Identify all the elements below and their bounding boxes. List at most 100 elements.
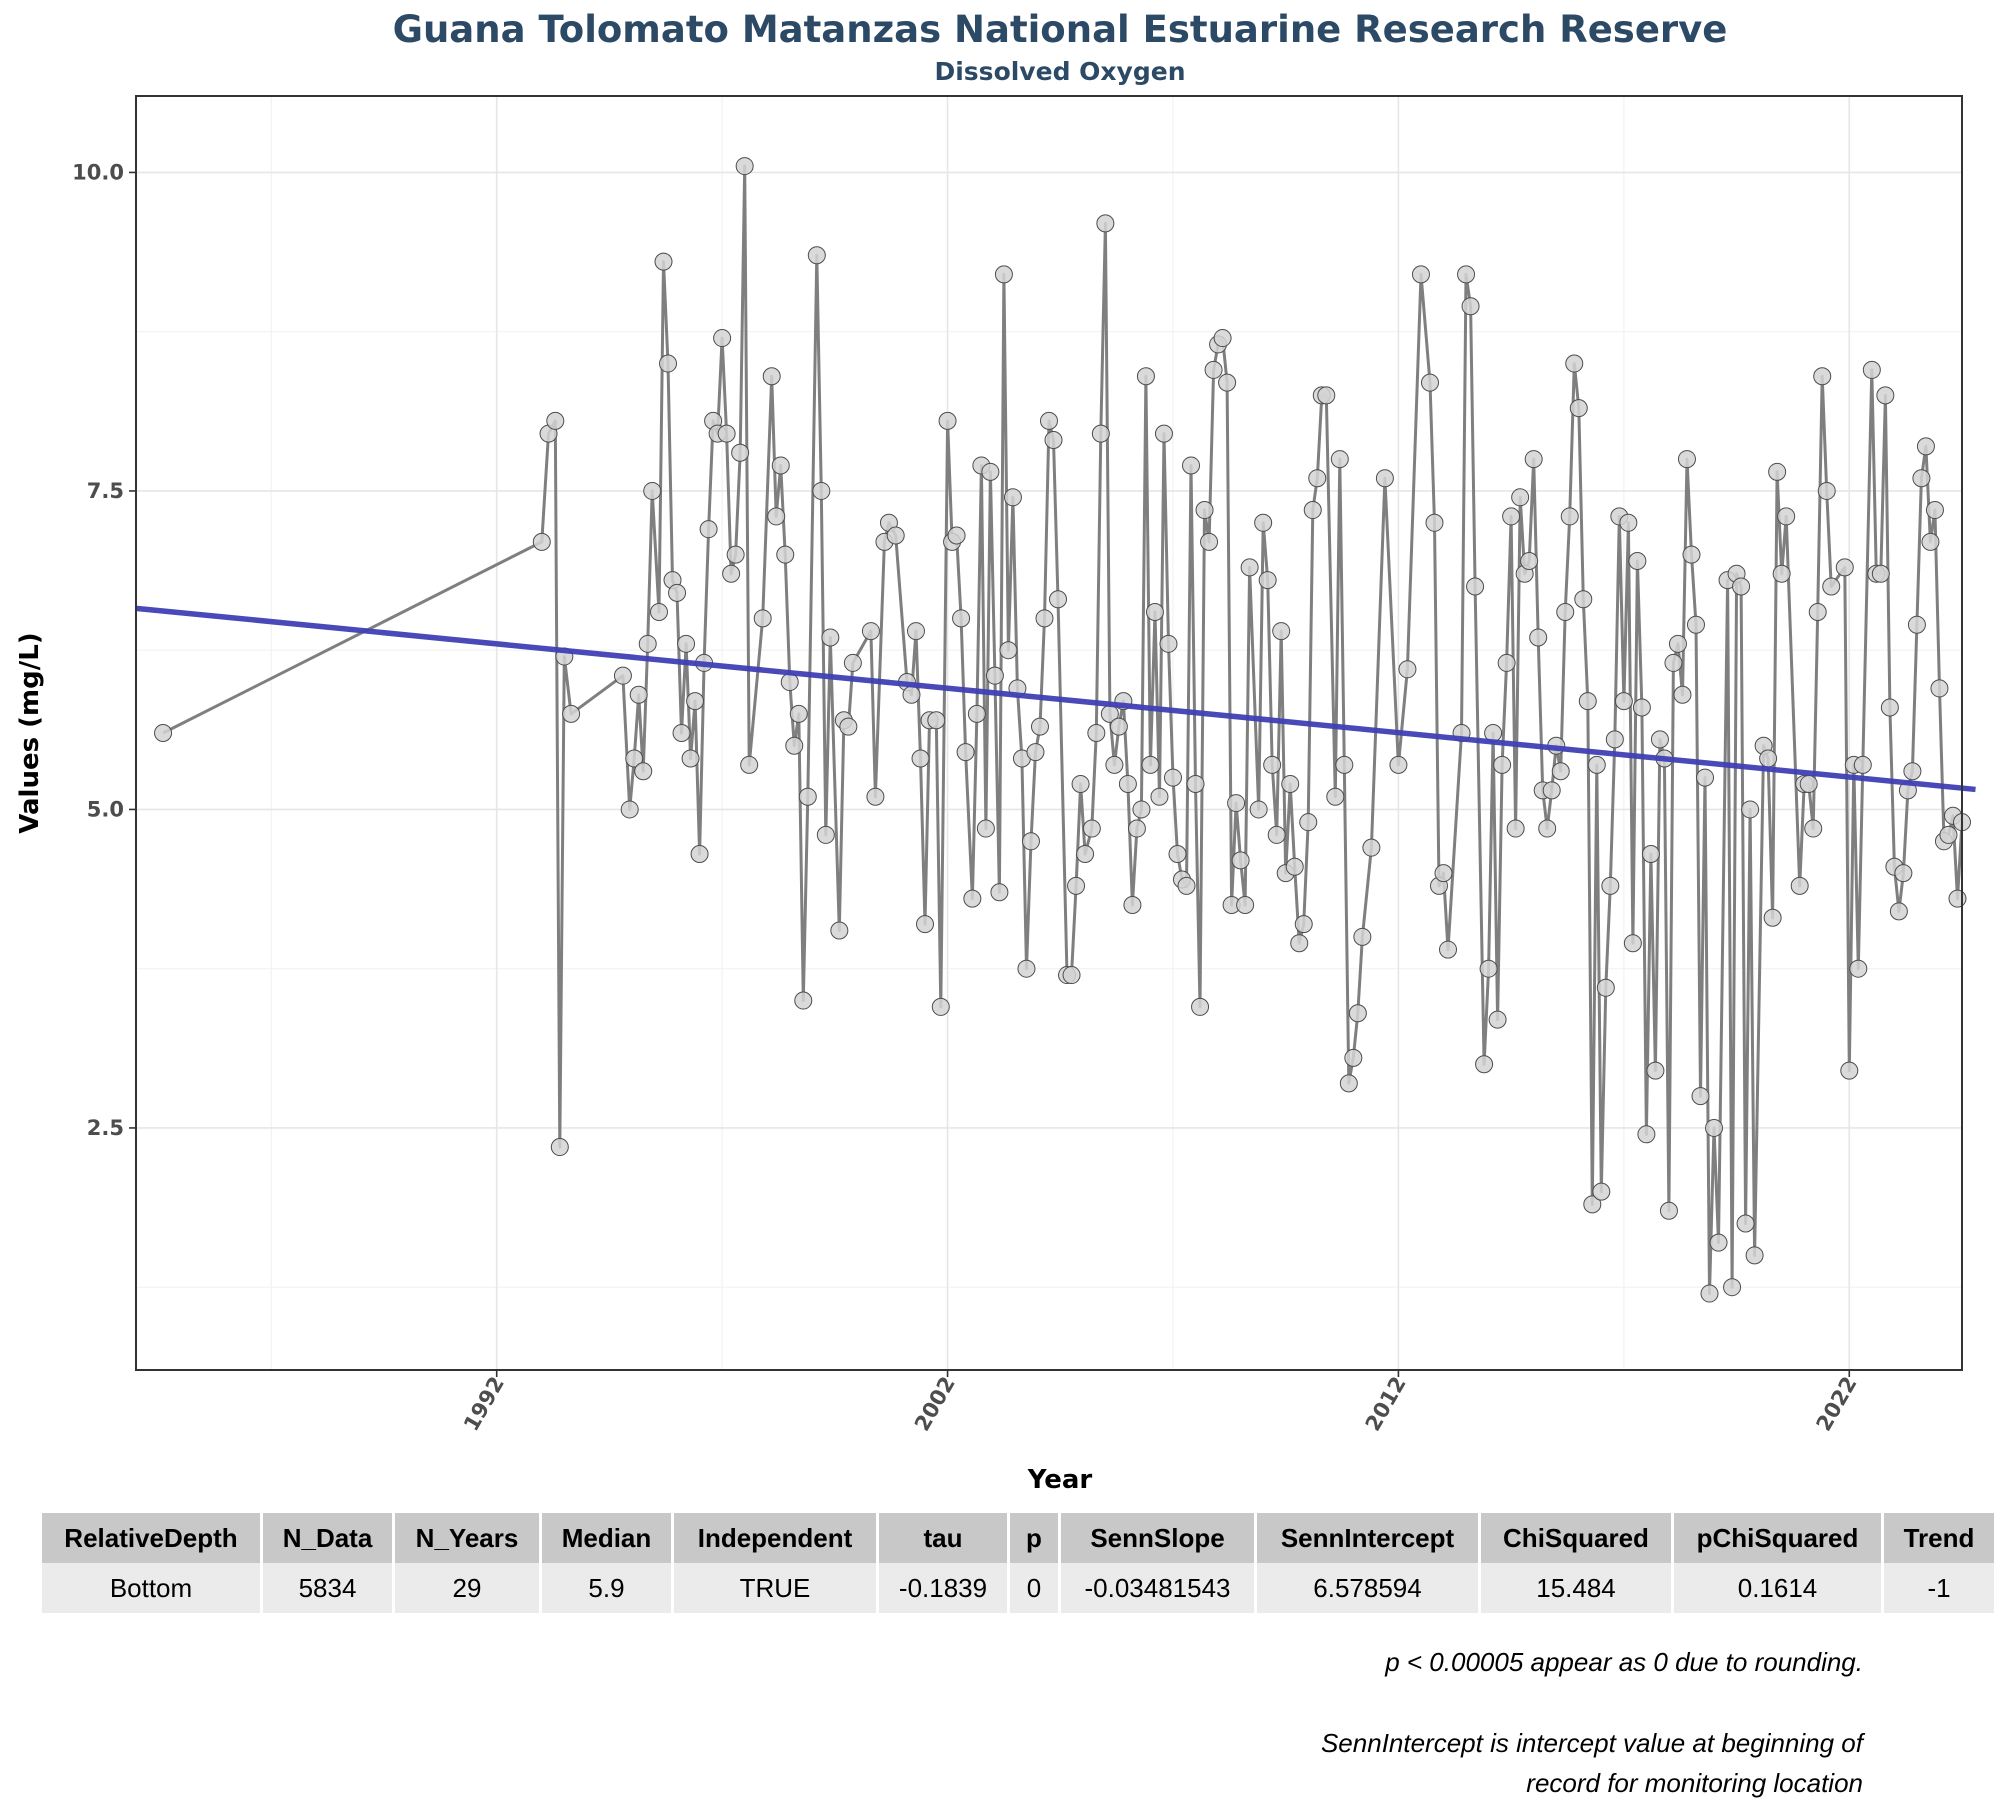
- data-point: [785, 736, 804, 755]
- data-point: [1141, 755, 1160, 774]
- data-point: [1641, 845, 1660, 864]
- data-point: [1668, 634, 1687, 653]
- data-point: [1308, 469, 1327, 488]
- data-point: [1659, 1201, 1678, 1220]
- data-point: [1587, 755, 1606, 774]
- table-header-cell: ChiSquared: [1479, 1513, 1674, 1563]
- data-point: [1632, 698, 1651, 717]
- data-point: [1592, 1182, 1611, 1201]
- data-point: [1290, 934, 1309, 953]
- data-point: [1105, 755, 1124, 774]
- data-point: [1565, 354, 1584, 373]
- data-point: [1817, 481, 1836, 500]
- data-point: [1003, 488, 1022, 507]
- data-point: [866, 787, 885, 806]
- table-cell: Bottom: [42, 1563, 263, 1613]
- data-point: [911, 749, 930, 768]
- data-point: [1569, 399, 1588, 418]
- data-point: [1556, 602, 1575, 621]
- trend-series: [135, 605, 1976, 793]
- data-point: [1574, 590, 1593, 609]
- data-point: [994, 265, 1013, 284]
- data-point: [1389, 755, 1408, 774]
- data-point: [1948, 889, 1967, 908]
- table-header-cell: SennIntercept: [1255, 1513, 1481, 1563]
- data-point: [1204, 360, 1223, 379]
- data-point: [650, 602, 669, 621]
- data-point: [1040, 411, 1058, 430]
- data-point: [1583, 1195, 1602, 1214]
- data-point: [1542, 781, 1561, 800]
- data-point: [1709, 1233, 1728, 1252]
- data-point: [1021, 832, 1040, 851]
- table-header-cell: RelativeDepth: [42, 1513, 263, 1563]
- data-point: [1903, 762, 1922, 781]
- data-point: [1035, 609, 1054, 628]
- data-point: [1799, 774, 1818, 793]
- data-point: [807, 246, 826, 265]
- data-point: [780, 673, 799, 692]
- data-point: [839, 717, 858, 736]
- data-point: [1862, 360, 1881, 379]
- x-tick-label: 2002: [910, 1373, 960, 1436]
- data-point: [550, 1138, 569, 1157]
- data-point: [1082, 819, 1101, 838]
- data-point: [1628, 552, 1647, 571]
- data-point: [1493, 755, 1512, 774]
- y-tick-label: 2.5: [87, 1116, 124, 1140]
- data-point: [1439, 940, 1458, 959]
- data-point: [1267, 825, 1286, 844]
- data-point: [1524, 450, 1543, 469]
- data-point: [1434, 864, 1453, 883]
- data-point: [1601, 876, 1620, 895]
- data-point: [1457, 265, 1476, 284]
- rounding-note: p < 0.00005 appear as 0 due to rounding.: [1385, 1647, 1863, 1677]
- data-point: [1772, 564, 1791, 583]
- data-point: [1136, 367, 1155, 386]
- table-header-cell: SennSlope: [1059, 1513, 1257, 1563]
- data-point: [562, 704, 581, 723]
- data-point: [927, 711, 946, 730]
- data-point: [1529, 628, 1548, 647]
- data-point: [1218, 373, 1237, 392]
- data-point: [1853, 755, 1872, 774]
- data-point: [1330, 450, 1349, 469]
- data-point: [956, 743, 975, 762]
- data-point: [722, 564, 741, 583]
- table-cell: 0: [1008, 1563, 1061, 1613]
- data-point: [1502, 507, 1521, 526]
- data-point: [1637, 1125, 1656, 1144]
- data-point: [902, 685, 921, 704]
- table-header-row: RelativeDepth N_Data N_Years Median Independ…: [42, 1513, 1997, 1563]
- data-point: [677, 634, 696, 653]
- data-point: [1835, 558, 1854, 577]
- table-header-cell: N_Data: [261, 1513, 395, 1563]
- data-point: [1339, 1074, 1358, 1093]
- data-point: [1294, 915, 1313, 934]
- data-point: [1411, 265, 1430, 284]
- data-point: [762, 367, 781, 386]
- data-point: [767, 507, 786, 526]
- data-point: [1186, 774, 1205, 793]
- data-point: [1062, 966, 1081, 985]
- data-point: [1705, 1118, 1724, 1137]
- data-point: [1154, 424, 1173, 443]
- data-point: [967, 704, 986, 723]
- data-point: [1930, 679, 1949, 698]
- data-point: [629, 685, 648, 704]
- data-point: [1213, 329, 1232, 348]
- data-point: [686, 692, 705, 711]
- data-point: [861, 622, 880, 641]
- data-point: [1741, 800, 1760, 819]
- data-point: [1109, 717, 1128, 736]
- data-point: [981, 462, 1000, 481]
- data-point: [613, 666, 632, 685]
- data-point: [1461, 297, 1480, 316]
- y-axis-title: Values (mg/L): [15, 632, 45, 833]
- data-point: [990, 883, 1009, 902]
- data-point: [1049, 590, 1068, 609]
- table-cell: -1: [1882, 1563, 1997, 1613]
- data-point: [1026, 743, 1045, 762]
- data-point: [1894, 864, 1913, 883]
- data-point: [1506, 819, 1525, 838]
